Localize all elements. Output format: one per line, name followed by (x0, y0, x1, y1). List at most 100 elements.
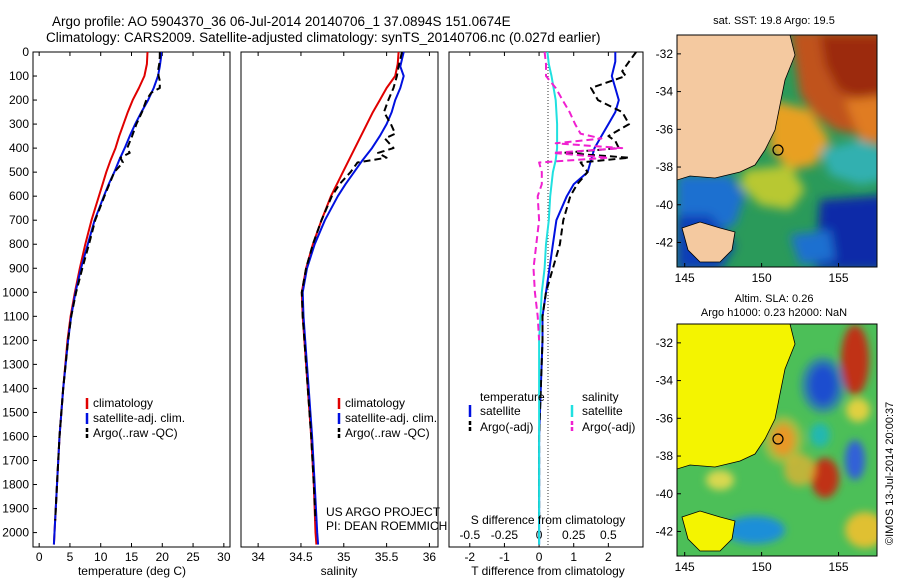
lon-tick-label: 155 (829, 560, 849, 574)
depth-tick-label: 1800 (2, 478, 29, 492)
depth-tick-label: 0 (22, 45, 29, 59)
salinity-axes-frame (240, 51, 439, 548)
legend-temp-satellite-label: satellite (480, 404, 521, 418)
x-tick-label: 10 (94, 550, 108, 564)
salinity-x-label: salinity (321, 564, 358, 578)
depth-tick-label: 2000 (2, 526, 29, 540)
x-tick-label: 34 (251, 550, 265, 564)
legend-satellite-label: satellite-adj. clim. (345, 411, 437, 425)
lon-tick-label: 150 (752, 271, 772, 285)
depth-tick-label: 1200 (2, 333, 29, 347)
sla-map-title-1: Altim. SLA: 0.26 (735, 293, 814, 305)
lon-tick-label: 155 (829, 271, 849, 285)
series-line (538, 51, 637, 521)
lat-tick-label: -32 (656, 47, 674, 61)
depth-tick-label: 1700 (2, 453, 29, 467)
temperature-axes-frame (32, 51, 231, 548)
depth-tick-label: 400 (9, 141, 29, 155)
sla-map-frame (676, 323, 878, 557)
legend-sal-argo-label: Argo(-adj) (582, 420, 635, 434)
depth-tick-label: 100 (9, 69, 29, 83)
sst-land-mainland (677, 35, 796, 181)
sla-lat-ticks: -32 -34 -36 -38 -40 -42 (656, 336, 681, 538)
legend-argo-label: Argo(..raw -QC) (345, 426, 430, 440)
legend-temperature-title: temperature (480, 390, 545, 404)
x-tick-label: 0 (536, 550, 543, 564)
salinity-legend: climatology satellite-adj. clim. Argo(..… (337, 396, 437, 440)
series-line (532, 51, 624, 341)
sla-map: Altim. SLA: 0.26 Argo h1000: 0.23 h2000:… (656, 293, 878, 574)
x-tick-label: 20 (156, 550, 170, 564)
lon-tick-label: 145 (675, 271, 695, 285)
sst-lat-ticks: -32 -34 -36 -38 -40 -42 (656, 47, 681, 249)
x-tick-label: 35 (337, 550, 351, 564)
depth-axis: 0 100 200 300 400 500 600 700 800 900 1000 1100 1200… (2, 45, 37, 540)
argo-float-marker (772, 433, 784, 445)
credit-line-1: US ARGO PROJECT (326, 505, 441, 519)
salinity-tick-label: 0.5 (600, 528, 617, 542)
depth-tick-label: 1100 (3, 309, 29, 323)
legend-salinity-title: salinity (582, 390, 619, 404)
salinity-tick-label: -0.25 (491, 528, 519, 542)
legend-sal-satellite-label: satellite (582, 404, 623, 418)
temperature-difference-label: T difference from climatology (471, 564, 625, 578)
depth-tick-label: 700 (9, 213, 29, 227)
temperature-panel: 0100200300400500600700800900100011001200… (2, 45, 231, 578)
salinity-panel: 34 34.5 35 35.5 36 climatology satellite-adj… (240, 51, 447, 578)
sst-lon-ticks: 145 150 155 (675, 263, 849, 285)
lat-tick-label: -38 (656, 449, 674, 463)
depth-tick-label: 800 (9, 237, 29, 251)
depth-tick-label: 1400 (2, 381, 29, 395)
series-line (54, 52, 161, 521)
sst-map-frame (676, 34, 878, 268)
legend-argo-label: Argo(..raw -QC) (93, 426, 178, 440)
argo-float-marker (772, 144, 784, 156)
lat-tick-label: -40 (656, 198, 674, 212)
temperature-x-ticks: 0 5 10 15 20 25 30 (36, 52, 231, 564)
difference-series (532, 51, 637, 545)
x-tick-label: 36 (423, 550, 437, 564)
temperature-series (52, 51, 163, 545)
temperature-x-label: temperature (deg C) (78, 564, 186, 578)
salinity-tick-label: 0.25 (562, 528, 586, 542)
series-line (300, 51, 403, 521)
depth-tick-label: 500 (9, 165, 29, 179)
sst-map: sat. SST: 19.8 Argo: 19.5 -32 -34 -36 -38 -4… (656, 15, 878, 285)
lon-tick-label: 150 (752, 560, 772, 574)
lat-tick-label: -34 (656, 85, 674, 99)
x-tick-label: 30 (217, 550, 231, 564)
lat-tick-label: -42 (656, 524, 674, 538)
lon-tick-label: 145 (675, 560, 695, 574)
legend-climatology-label: climatology (345, 396, 405, 410)
temperature-legend: climatology satellite-adj. clim. Argo(..… (85, 396, 185, 440)
sst-map-title: sat. SST: 19.8 Argo: 19.5 (713, 15, 835, 27)
x-tick-label: 1 (570, 550, 577, 564)
salinity-difference-label: S difference from climatology (471, 513, 626, 527)
x-tick-label: 35.5 (375, 550, 399, 564)
lat-tick-label: -32 (656, 336, 674, 350)
credit-line-2: PI: DEAN ROEMMICH (326, 519, 447, 533)
salinity-series (300, 51, 405, 545)
sla-land-mainland (677, 324, 796, 470)
title-line-1: Argo profile: AO 5904370_36 06-Jul-2014 … (52, 14, 511, 29)
x-tick-label: 5 (67, 550, 74, 564)
difference-legend-salinity: salinity satellite Argo(-adj) (570, 390, 635, 434)
x-tick-label: 0 (36, 550, 43, 564)
x-tick-label: -1 (499, 550, 510, 564)
difference-panel: -2 -1 0 1 2-0.5 -0.25 0 0.25 0.5 temperature sat… (448, 51, 644, 578)
lat-tick-label: -36 (656, 122, 674, 136)
depth-tick-label: 200 (9, 93, 29, 107)
difference-legend-temperature: temperature satellite Argo(-adj) (468, 390, 545, 434)
legend-temp-argo-label: Argo(-adj) (480, 420, 533, 434)
series-line (538, 51, 559, 545)
title-line-2: Climatology: CARS2009. Satellite-adjuste… (46, 30, 601, 45)
lat-tick-label: -40 (656, 487, 674, 501)
depth-tick-label: 300 (9, 117, 29, 131)
imos-watermark: ©IMOS 13-Jul-2014 20:00:37 (884, 402, 896, 545)
lat-tick-label: -34 (656, 374, 674, 388)
x-tick-label: 25 (186, 550, 200, 564)
sla-lon-ticks: 145 150 155 (675, 552, 849, 574)
depth-tick-label: 1300 (2, 357, 29, 371)
salinity-x-ticks: 34 34.5 35 35.5 36 (251, 52, 436, 564)
